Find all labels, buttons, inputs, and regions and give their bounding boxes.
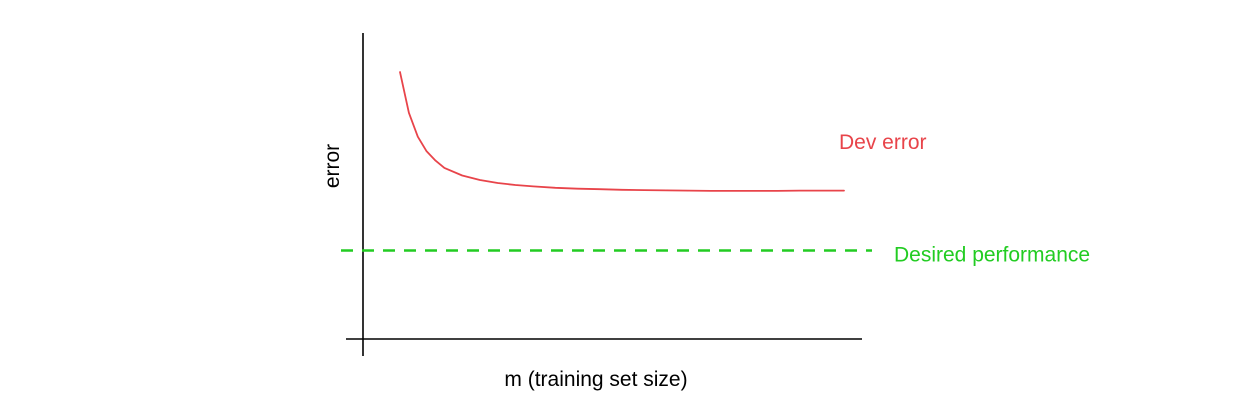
x-axis-label: m (training set size) <box>504 368 687 391</box>
labels: Dev error Desired performance m (trainin… <box>321 131 1090 391</box>
axes <box>346 33 862 356</box>
y-axis-label: error <box>321 144 344 188</box>
desired-performance-label: Desired performance <box>894 244 1090 267</box>
dev-error-line <box>399 71 845 192</box>
dev-error-label: Dev error <box>839 131 927 154</box>
series-layer <box>399 71 845 192</box>
